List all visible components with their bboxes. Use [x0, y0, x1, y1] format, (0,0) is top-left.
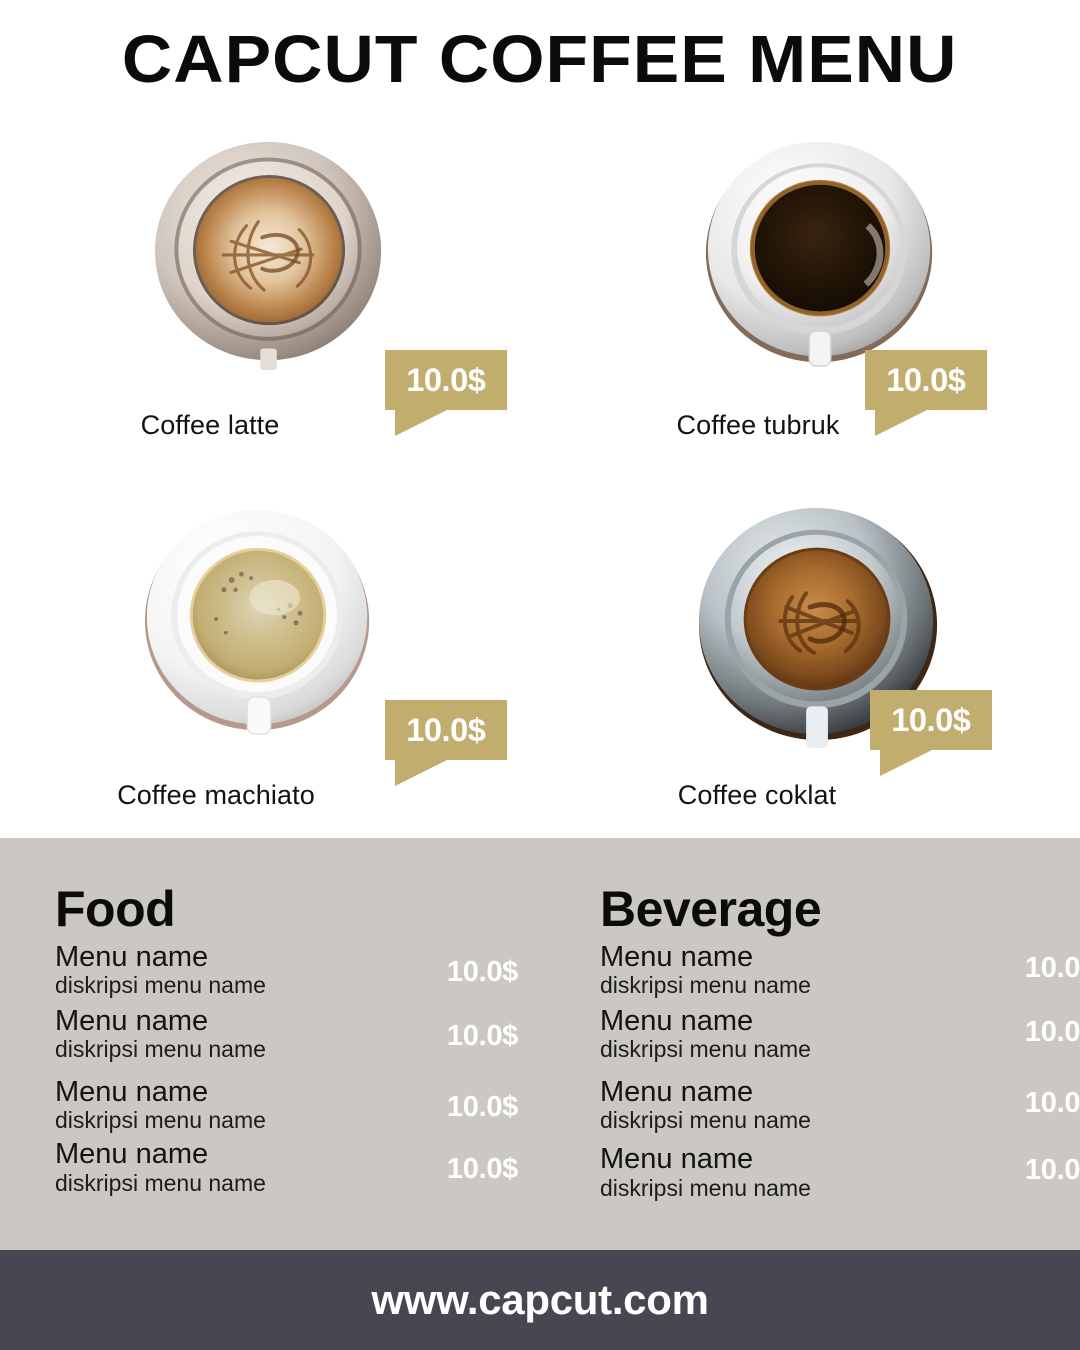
menu-item-row[interactable]: Menu name diskripsi menu name 10.0$	[55, 941, 565, 999]
website-url[interactable]: www.capcut.com	[371, 1276, 709, 1323]
menu-item-row[interactable]: Menu name diskripsi menu name 10.0$	[55, 1076, 565, 1134]
section-title-food: Food	[55, 881, 176, 937]
menu-item-name: Menu name	[55, 1076, 209, 1109]
price-value: 10.0$	[891, 701, 971, 738]
menu-item-price: 10.0$	[446, 1020, 518, 1053]
menu-item-description: diskripsi menu name	[600, 1174, 811, 1201]
product-card-coffee-machiato[interactable]: 10.0$ Coffee machiato	[0, 478, 540, 838]
menu-item-row[interactable]: Menu name diskripsi menu name 10.0$	[600, 1076, 1080, 1134]
black-coffee-cup-icon	[705, 141, 932, 367]
chocolate-coffee-cup-icon	[698, 507, 937, 749]
product-grid: 10.0$ Coffee latte	[0, 118, 1080, 838]
menu-item-name: Menu name	[55, 1005, 209, 1038]
menu-item-price: 10.0$	[1024, 1154, 1080, 1187]
food-items-list: Menu name diskripsi menu name 10.0$ Menu…	[55, 941, 565, 1196]
menu-column-beverage: Beverage Menu name diskripsi menu name 1…	[600, 838, 1080, 1250]
price-value: 10.0$	[886, 361, 966, 398]
coffee-latte-image	[153, 136, 387, 370]
menu-item-name: Menu name	[55, 941, 209, 973]
price-badge-coffee-tubruk: 10.0$	[865, 350, 987, 436]
latte-cup-icon	[154, 141, 382, 370]
menu-item-description: diskripsi menu name	[600, 1036, 811, 1063]
coffee-machiato-image	[142, 504, 376, 738]
menu-item-name: Menu name	[600, 941, 754, 973]
menu-column-food: Food Menu name diskripsi menu name 10.0$…	[55, 838, 565, 1250]
menu-item-price: 10.0$	[1024, 952, 1080, 984]
menu-item-row[interactable]: Menu name diskripsi menu name 10.0$	[55, 1138, 565, 1196]
menu-item-row[interactable]: Menu name diskripsi menu name 10.0$	[600, 941, 1080, 999]
menu-item-row[interactable]: Menu name diskripsi menu name 10.0$	[55, 1005, 565, 1063]
menu-item-row[interactable]: Menu name diskripsi menu name 10.0$	[600, 1143, 1080, 1201]
beverage-items-list: Menu name diskripsi menu name 10.0$ Menu…	[600, 941, 1080, 1201]
menu-item-description: diskripsi menu name	[55, 972, 266, 999]
menu-item-texts: Menu name diskripsi menu name	[600, 941, 811, 999]
menu-item-row[interactable]: Menu name diskripsi menu name 10.0$	[600, 1005, 1080, 1063]
product-card-coffee-latte[interactable]: 10.0$ Coffee latte	[0, 118, 540, 478]
header: CAPCUT COFFEE MENU	[0, 0, 1080, 118]
menu-item-texts: Menu name diskripsi menu name	[600, 1076, 811, 1134]
product-card-coffee-coklat[interactable]: 10.0$ Coffee coklat	[540, 478, 1080, 838]
product-name: Coffee latte	[140, 410, 280, 440]
menu-item-name: Menu name	[55, 1138, 209, 1171]
menu-item-price: 10.0$	[446, 1091, 518, 1124]
menu-item-texts: Menu name diskripsi menu name	[55, 941, 266, 999]
menu-item-name: Menu name	[600, 1076, 754, 1109]
price-value: 10.0$	[406, 711, 486, 748]
page-title: CAPCUT COFFEE MENU	[122, 21, 958, 97]
machiato-cup-icon	[145, 509, 370, 735]
menu-item-description: diskripsi menu name	[600, 1107, 811, 1134]
price-badge-coffee-machiato: 10.0$	[385, 700, 507, 786]
price-badge-coffee-latte: 10.0$	[385, 350, 507, 436]
product-name: Coffee machiato	[117, 780, 315, 810]
menu-item-texts: Menu name diskripsi menu name	[55, 1138, 266, 1196]
footer-bar: www.capcut.com	[0, 1250, 1080, 1350]
menu-item-description: diskripsi menu name	[55, 1036, 266, 1063]
menu-item-name: Menu name	[600, 1005, 754, 1038]
menu-item-texts: Menu name diskripsi menu name	[600, 1143, 811, 1201]
price-value: 10.0$	[406, 361, 486, 398]
section-title-beverage: Beverage	[600, 881, 822, 937]
product-name: Coffee tubruk	[676, 410, 840, 440]
menu-item-texts: Menu name diskripsi menu name	[600, 1005, 811, 1063]
menu-item-price: 10.0$	[1024, 1087, 1080, 1120]
menu-panel: Food Menu name diskripsi menu name 10.0$…	[0, 838, 1080, 1250]
coffee-tubruk-image	[704, 136, 938, 370]
menu-item-price: 10.0$	[446, 1153, 518, 1186]
menu-item-texts: Menu name diskripsi menu name	[55, 1005, 266, 1063]
menu-item-description: diskripsi menu name	[600, 972, 811, 999]
menu-item-texts: Menu name diskripsi menu name	[55, 1076, 266, 1134]
product-name: Coffee coklat	[677, 780, 837, 810]
price-badge-coffee-coklat: 10.0$	[870, 690, 992, 776]
menu-item-description: diskripsi menu name	[55, 1169, 266, 1196]
coffee-coklat-image	[697, 502, 945, 750]
product-card-coffee-tubruk[interactable]: 10.0$ Coffee tubruk	[540, 118, 1080, 478]
menu-item-name: Menu name	[600, 1143, 754, 1176]
menu-item-description: diskripsi menu name	[55, 1107, 266, 1134]
menu-item-price: 10.0$	[446, 956, 518, 988]
menu-item-price: 10.0$	[1024, 1016, 1080, 1049]
